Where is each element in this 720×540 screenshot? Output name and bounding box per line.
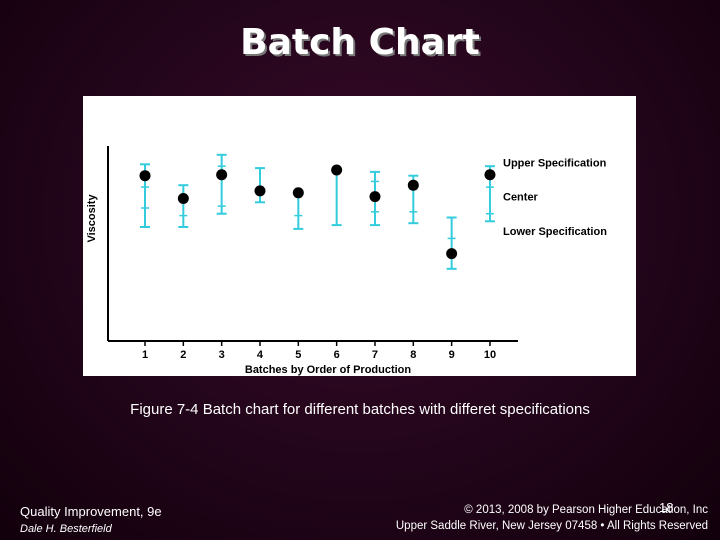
spec-label: Lower Specification [503,226,607,238]
footer-author: Dale H. Besterfield [20,523,112,535]
data-point [484,169,496,181]
data-point [446,248,458,260]
figure-caption: Figure 7-4 Batch chart for different bat… [130,401,590,418]
data-point [407,179,419,191]
y-axis-label: Viscosity [86,194,98,243]
batch-chart-svg: Viscosity Batches by Order of Production 1… [86,146,607,376]
data-point [254,185,266,197]
footer-address: Upper Saddle River, New Jersey 07458 • A… [395,520,708,532]
x-tick-label: 2 [180,349,186,361]
x-tick-label: 6 [334,349,340,361]
x-tick-label: 1 [142,349,148,361]
footer-right: © 2013, 2008 by Pearson Higher Education… [396,504,708,532]
footer-left: Quality Improvement, 9e Dale H. Besterfi… [20,504,162,535]
x-tick-label: 4 [257,349,264,361]
x-tick-label: 3 [219,349,225,361]
data-point [139,170,151,182]
data-point [331,164,343,176]
x-axis-label: Batches by Order of Production [245,364,412,376]
slide-title: Batch Chart [240,22,480,63]
spec-label: Upper Specification [503,157,607,169]
batch-chart: Viscosity Batches by Order of Production 1… [83,96,636,376]
footer-book-title: Quality Improvement, 9e [20,504,162,519]
data-point [369,191,381,203]
x-tick-label: 5 [295,349,301,361]
x-tick-label: 9 [449,349,455,361]
x-tick-label: 8 [410,349,416,361]
footer-copyright: © 2013, 2008 by Pearson Higher Education… [464,504,708,516]
data-point [216,169,228,181]
x-tick-label: 10 [484,349,496,361]
data-point [292,187,304,199]
spec-label: Center [503,192,539,204]
page-number: 18 [659,500,674,515]
data-point [177,193,189,204]
x-tick-label: 7 [372,349,378,361]
